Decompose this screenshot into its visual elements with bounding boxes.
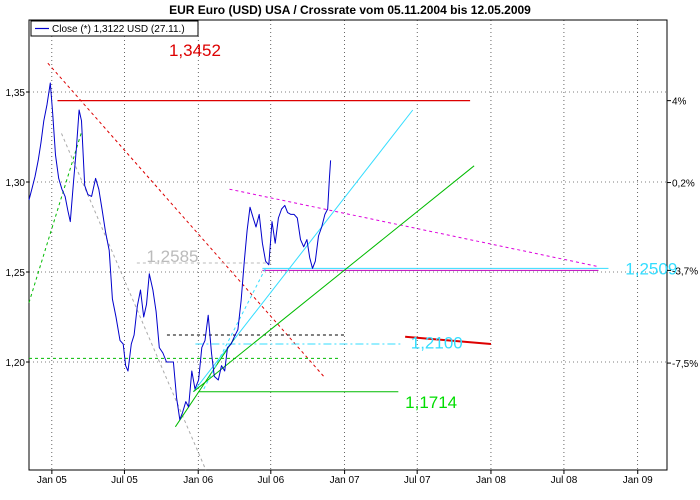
chart-title: EUR Euro (USD) USA / Crossrate vom 05.11…: [169, 3, 531, 17]
x-tick-label: Jan 08: [476, 475, 506, 486]
annotation-label: 1,2100: [411, 334, 463, 353]
axis-ticks: Jan 05 Jul 05 Jan 06 Jul 06 Jan 07 Jul 07 Jan …: [6, 88, 699, 486]
x-tick-label: Jul 05: [111, 475, 138, 486]
line-uptrend-green-dashed: [28, 133, 82, 303]
x-tick-label: Jan 06: [183, 475, 213, 486]
y-tick-label-left: 1,25: [6, 268, 26, 279]
series-layer: [28, 82, 332, 421]
y-tick-label-left: 1,20: [6, 358, 26, 369]
legend: Close (*) 1,3122 USD (27.11.): [30, 20, 199, 37]
y-tick-label-right: 0,2%: [672, 179, 695, 190]
x-tick-label: Jul 08: [551, 475, 578, 486]
plot-area: [28, 19, 668, 471]
line-trend-gray: [61, 133, 207, 471]
annotation-label: 1,1714: [405, 393, 457, 412]
y-tick-label-right: -3,7%: [672, 266, 698, 277]
y-tick-label-left: 1,30: [6, 178, 26, 189]
grid: [29, 20, 667, 470]
line-downtrend-red: [47, 62, 325, 377]
x-tick-label: Jan 05: [37, 475, 67, 486]
x-tick-label: Jan 07: [330, 475, 360, 486]
line-fan-green-low: [174, 338, 235, 428]
x-tick-label: Jan 09: [623, 475, 653, 486]
line-fan-cyan-dashed: [203, 266, 267, 390]
y-tick-label-right: -7,5%: [672, 359, 698, 370]
y-tick-label-right: 4%: [672, 97, 687, 108]
trend-lines: [28, 62, 609, 471]
series-line-close: [28, 82, 332, 421]
legend-box: [30, 20, 199, 37]
line-triangle-magenta-upper: [229, 188, 599, 268]
y-tick-label-left: 1,35: [6, 88, 26, 99]
annotation-label: 1,2585: [146, 247, 198, 266]
line-fan-green: [193, 165, 475, 393]
line-short-red-1-2100: [405, 335, 492, 345]
line-fan-cyan-steep: [193, 109, 414, 393]
x-tick-label: Jul 06: [257, 475, 284, 486]
x-tick-label: Jul 07: [404, 475, 431, 486]
annotations: 1,3452 1,2585 1,2509 1,2100 1,1714: [146, 41, 677, 412]
annotation-label: 1,3452: [169, 41, 221, 60]
legend-label: Close (*) 1,3122 USD (27.11.): [52, 24, 185, 35]
annotation-label: 1,2509: [625, 260, 677, 279]
